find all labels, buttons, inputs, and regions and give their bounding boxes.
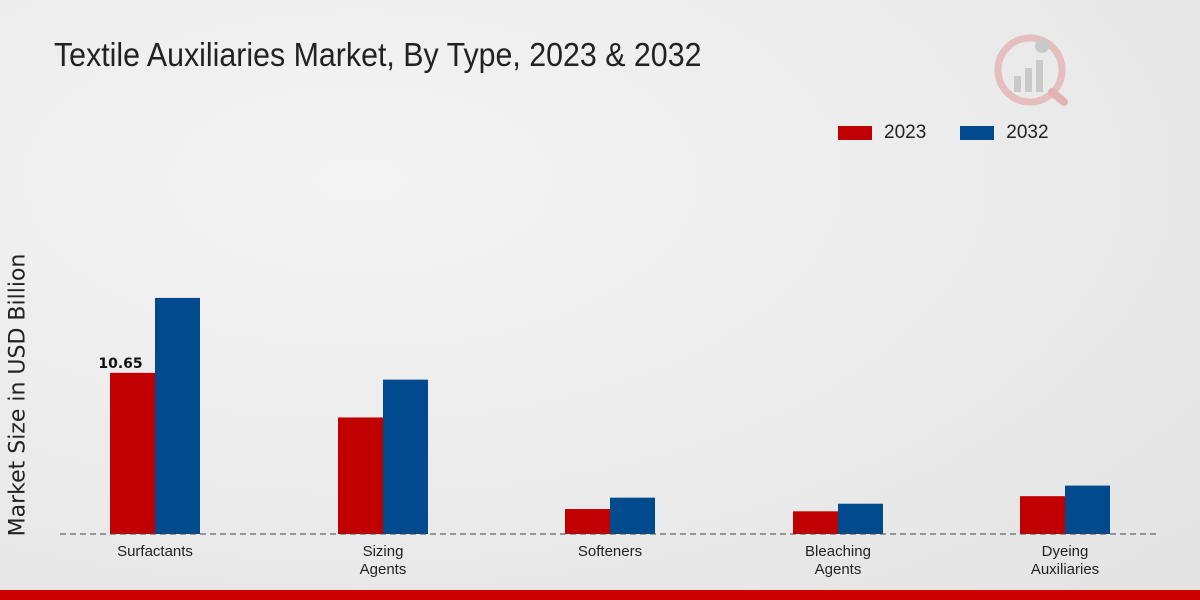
bar-2023-2 xyxy=(565,509,610,534)
footer-bar xyxy=(0,590,1200,600)
legend-label-2023: 2023 xyxy=(884,122,927,143)
bar-2023-1 xyxy=(338,417,383,534)
bar-2023-3 xyxy=(793,511,838,534)
bar-2032-3 xyxy=(838,503,883,534)
bar-2023-0 xyxy=(110,372,155,534)
legend-item-2032: 2032 xyxy=(960,122,1049,144)
x-tick-label-3: Bleaching Agents xyxy=(805,543,871,578)
brand-logo-icon xyxy=(994,34,1068,106)
x-tick-label-2: Softeners xyxy=(578,543,642,560)
chart-legend: 2023 2032 xyxy=(838,122,1083,144)
legend-swatch-2023 xyxy=(838,126,872,140)
bar-2032-2 xyxy=(610,497,655,534)
data-label-0: 10.65 xyxy=(98,356,142,372)
x-tick-label-4: Dyeing Auxiliaries xyxy=(1031,543,1099,578)
legend-item-2023: 2023 xyxy=(838,122,926,144)
x-tick-label-0: Surfactants xyxy=(117,543,193,560)
legend-swatch-2032 xyxy=(960,126,995,140)
legend-label-2032: 2032 xyxy=(1006,122,1049,143)
chart-title: Textile Auxiliaries Market, By Type, 202… xyxy=(54,36,702,73)
bar-2032-4 xyxy=(1065,485,1110,534)
bar-2023-4 xyxy=(1020,496,1065,534)
x-tick-label-1: Sizing Agents xyxy=(360,543,407,578)
bar-2032-1 xyxy=(383,379,428,534)
bar-2032-0 xyxy=(155,297,200,534)
